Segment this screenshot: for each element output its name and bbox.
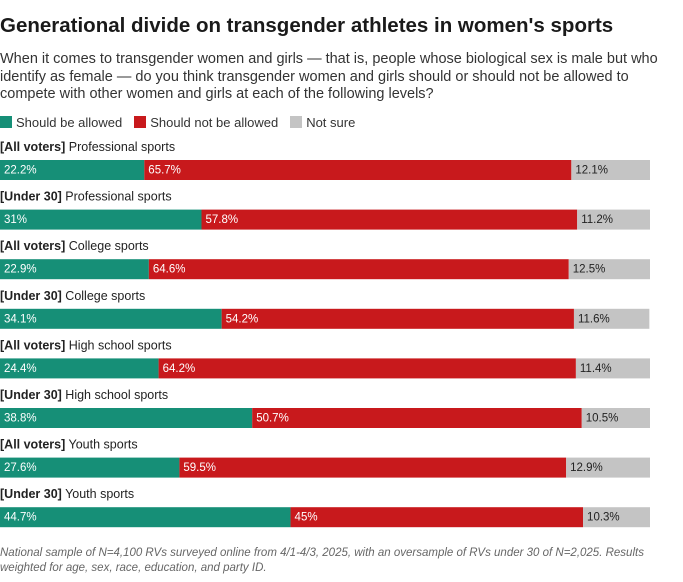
stacked-bar-chart: [All voters] Professional sports 22.2% 65.… [0, 140, 650, 528]
row-level-label: Professional sports [62, 189, 172, 203]
bar-segment-allowed [0, 259, 149, 280]
row-level-label: Professional sports [65, 140, 175, 154]
data-label-not-sure: 11.4% [580, 363, 612, 375]
legend-item-not-sure: Not sure [290, 115, 355, 130]
bar-segment-not-sure [583, 507, 650, 528]
bar-row: [Under 30] Professional sports 31% 57.8% 11… [0, 189, 650, 230]
row-group-label: [All voters] [0, 140, 65, 154]
legend-item-not-allowed: Should not be allowed [134, 115, 278, 130]
data-label-not-allowed: 65.7% [148, 165, 181, 177]
bar-row: [Under 30] College sports 34.1% 54.2% 11.6% [0, 289, 650, 329]
row-label: [All voters] Youth sports [0, 437, 138, 451]
bar-segment-not-sure [577, 209, 650, 230]
row-group-label: [All voters] [0, 437, 65, 451]
bar-segment-allowed [0, 358, 159, 379]
data-label-not-sure: 10.5% [586, 413, 619, 425]
legend-label-allowed: Should be allowed [16, 114, 123, 130]
row-label: [Under 30] High school sports [0, 388, 168, 402]
bar-row: [All voters] Youth sports 27.6% 59.5% 12.9% [0, 437, 650, 478]
data-label-not-allowed: 64.6% [153, 264, 186, 276]
row-level-label: High school sports [65, 338, 171, 352]
data-label-allowed: 31% [4, 214, 27, 226]
bar-segment-not-sure [581, 408, 650, 428]
row-label: [Under 30] Professional sports [0, 189, 172, 203]
data-label-not-sure: 11.6% [578, 313, 610, 325]
data-label-not-sure: 12.1% [575, 165, 608, 177]
bar-segment-not-sure [568, 259, 650, 280]
row-group-label: [Under 30] [0, 289, 62, 303]
bar-segment-not-allowed [179, 457, 567, 478]
data-label-not-allowed: 64.2% [163, 363, 196, 375]
bar-segment-not-sure [571, 160, 650, 180]
bar-segment-not-allowed [221, 308, 574, 329]
row-group-label: [Under 30] [0, 189, 62, 203]
legend-item-allowed: Should be allowed [0, 115, 122, 130]
legend-swatch-not-sure [290, 116, 303, 128]
bar-row: [Under 30] High school sports 38.8% 50.7% 1… [0, 388, 650, 428]
data-label-not-allowed: 57.8% [206, 214, 239, 226]
bar-row: [All voters] High school sports 24.4% 64.2… [0, 338, 650, 379]
bar-segment-allowed [0, 209, 202, 230]
bar-segment-not-allowed [144, 160, 572, 180]
data-label-allowed: 22.9% [4, 264, 37, 276]
chart-title: Generational divide on transgender athle… [0, 14, 614, 37]
bar-segment-not-sure [573, 308, 650, 329]
row-level-label: College sports [65, 239, 148, 253]
row-group-label: [All voters] [0, 338, 65, 352]
row-label: [Under 30] College sports [0, 289, 145, 303]
row-level-label: College sports [62, 289, 145, 303]
legend-swatch-allowed [0, 116, 12, 128]
data-label-not-allowed: 45% [295, 512, 318, 524]
bar-segment-allowed [0, 160, 145, 180]
bar-segment-not-allowed [252, 408, 582, 428]
data-label-allowed: 38.8% [4, 413, 37, 425]
data-label-not-sure: 11.2% [581, 214, 613, 226]
row-level-label: High school sports [62, 388, 168, 402]
bar-segment-allowed [0, 408, 253, 428]
data-label-not-sure: 12.5% [573, 264, 606, 276]
bar-segment-allowed [0, 308, 222, 329]
legend: Should be allowed Should not be allowed … [0, 115, 367, 130]
bar-segment-not-allowed [158, 358, 576, 379]
data-label-allowed: 24.4% [4, 363, 37, 375]
chart-subtitle: When it comes to transgender women and g… [0, 51, 658, 102]
bar-segment-not-sure [575, 358, 650, 379]
row-level-label: Youth sports [62, 487, 134, 501]
row-group-label: [Under 30] [0, 487, 62, 501]
row-label: [All voters] High school sports [0, 338, 172, 352]
bar-row: [All voters] College sports 22.9% 64.6% 12.… [0, 239, 650, 280]
bar-segment-not-sure [566, 457, 650, 478]
data-label-not-allowed: 59.5% [183, 462, 216, 474]
row-group-label: [All voters] [0, 239, 65, 253]
data-label-allowed: 34.1% [4, 313, 37, 325]
legend-swatch-not-allowed [134, 116, 147, 128]
data-label-not-allowed: 50.7% [256, 413, 289, 425]
legend-label-not-sure: Not sure [306, 114, 356, 130]
legend-label-not-allowed: Should not be allowed [150, 114, 279, 130]
methodology-note: National sample of N=4,100 RVs surveyed … [0, 547, 644, 574]
bar-row: [All voters] Professional sports 22.2% 65.… [0, 140, 650, 180]
bar-row: [Under 30] Youth sports 44.7% 45% 10.3% [0, 487, 650, 528]
bar-segment-not-allowed [290, 507, 584, 528]
row-level-label: Youth sports [65, 437, 137, 451]
row-label: [Under 30] Youth sports [0, 487, 134, 501]
data-label-not-sure: 10.3% [587, 512, 620, 524]
row-label: [All voters] College sports [0, 239, 149, 253]
data-label-allowed: 27.6% [4, 462, 37, 474]
bar-segment-not-allowed [148, 259, 569, 280]
row-group-label: [Under 30] [0, 388, 62, 402]
data-label-not-sure: 12.9% [570, 462, 603, 474]
bar-segment-not-allowed [201, 209, 578, 230]
bar-segment-allowed [0, 507, 291, 528]
bar-segment-allowed [0, 457, 180, 478]
row-label: [All voters] Professional sports [0, 140, 175, 154]
data-label-allowed: 44.7% [4, 512, 37, 524]
data-label-not-allowed: 54.2% [226, 313, 259, 325]
data-label-allowed: 22.2% [4, 165, 37, 177]
